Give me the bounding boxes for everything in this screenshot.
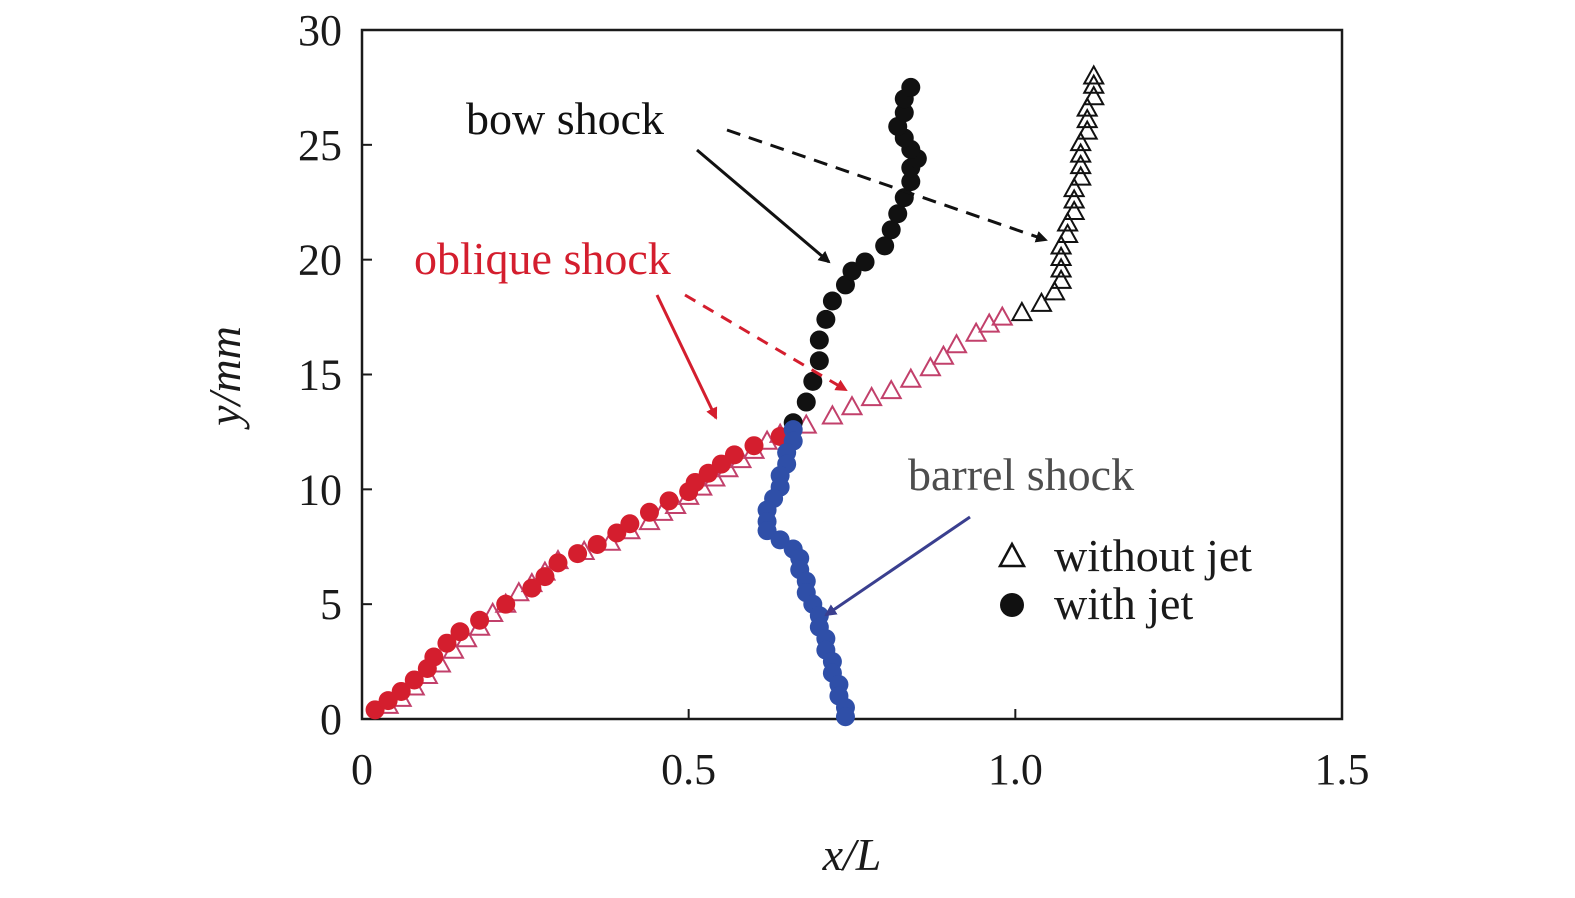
point-with-jet	[822, 291, 842, 311]
point-with-jet	[855, 252, 875, 272]
point-with-jet	[450, 622, 470, 642]
point-with-jet	[496, 594, 516, 614]
oblique-shock-arrow-dashed	[684, 293, 848, 392]
axis-ticks: 0 0.5 1.0 1.5 0 5 10 15 20 25 30	[298, 6, 1370, 794]
legend-marker-circle	[1000, 593, 1024, 617]
point-with-jet	[881, 220, 901, 240]
point-with-jet	[639, 502, 659, 522]
y-tick-label: 30	[298, 6, 342, 55]
point-with-jet	[835, 707, 855, 727]
point-with-jet	[809, 330, 829, 350]
point-with-jet	[548, 553, 568, 573]
point-with-jet	[424, 647, 444, 667]
point-without-jet	[1056, 222, 1079, 244]
point-without-jet	[932, 344, 955, 365]
point-without-jet	[1082, 85, 1105, 106]
point-with-jet	[894, 103, 914, 123]
annotation-barrel-shock: barrel shock	[908, 449, 1134, 500]
data-points	[365, 64, 1105, 727]
point-with-jet	[803, 371, 823, 391]
point-without-jet	[899, 367, 922, 388]
point-without-jet	[860, 385, 883, 407]
point-with-jet	[659, 491, 679, 511]
x-tick-label: 1.0	[988, 745, 1043, 794]
y-axis-title: y/mm	[199, 326, 250, 430]
point-without-jet	[978, 312, 1001, 333]
point-without-jet	[991, 305, 1014, 326]
point-without-jet	[1049, 257, 1073, 278]
point-without-jet	[1062, 188, 1086, 209]
x-tick-label: 1.5	[1315, 745, 1370, 794]
point-with-jet	[888, 204, 908, 224]
bow-shock-arrow-dashed	[726, 128, 1048, 243]
point-without-jet	[821, 404, 844, 425]
point-with-jet	[901, 77, 921, 97]
point-with-jet	[875, 236, 895, 256]
point-without-jet	[1076, 96, 1099, 117]
point-with-jet	[470, 610, 490, 630]
point-without-jet	[1056, 211, 1079, 232]
point-with-jet	[535, 567, 555, 587]
point-without-jet	[1069, 130, 1092, 152]
legend-marker-triangle	[997, 541, 1027, 568]
annotation-bow-shock: bow shock	[466, 93, 664, 144]
point-without-jet	[1043, 280, 1066, 301]
point-with-jet	[901, 172, 921, 192]
point-with-jet	[522, 578, 542, 598]
point-without-jet	[1069, 142, 1092, 163]
bow-shock-arrow-solid	[696, 148, 831, 264]
point-without-jet	[1069, 153, 1092, 175]
point-without-jet	[1049, 234, 1073, 255]
point-without-jet	[1049, 245, 1073, 266]
x-axis-title: x/L	[822, 829, 882, 880]
point-with-jet	[809, 351, 829, 371]
y-tick-label: 25	[298, 121, 342, 170]
point-with-jet	[568, 544, 588, 564]
point-without-jet	[919, 356, 942, 377]
point-without-jet	[840, 395, 864, 416]
point-with-jet	[404, 670, 424, 690]
point-with-jet	[620, 514, 640, 534]
legend-label-without-jet: without jet	[1054, 530, 1252, 581]
point-with-jet	[816, 309, 836, 329]
point-without-jet	[1062, 176, 1086, 198]
point-with-jet	[391, 681, 411, 701]
x-tick-label: 0.5	[661, 745, 716, 794]
point-with-jet	[796, 392, 816, 412]
point-without-jet	[1010, 300, 1034, 322]
y-tick-label: 20	[298, 236, 342, 285]
point-without-jet	[1082, 64, 1105, 85]
point-with-jet	[724, 445, 744, 465]
barrel-shock-arrow	[824, 515, 971, 617]
y-tick-label: 10	[298, 465, 342, 514]
y-tick-label: 5	[320, 580, 342, 629]
legend: without jet with jet	[997, 530, 1252, 629]
point-without-jet	[1049, 268, 1073, 289]
y-tick-label: 15	[298, 351, 342, 400]
x-tick-label: 0	[351, 745, 373, 794]
point-without-jet	[945, 333, 968, 354]
oblique-shock-arrow-solid	[655, 294, 718, 420]
legend-label-with-jet: with jet	[1054, 578, 1193, 629]
point-with-jet	[587, 534, 607, 554]
point-without-jet	[1076, 108, 1099, 129]
annotation-oblique-shock: oblique shock	[414, 233, 671, 284]
point-without-jet	[1062, 199, 1086, 221]
point-without-jet	[1030, 291, 1053, 312]
y-tick-label: 0	[320, 695, 342, 744]
point-with-jet	[744, 436, 764, 456]
point-without-jet	[880, 379, 903, 400]
point-without-jet	[1076, 119, 1099, 140]
point-without-jet	[1069, 165, 1092, 186]
point-with-jet	[437, 633, 457, 653]
